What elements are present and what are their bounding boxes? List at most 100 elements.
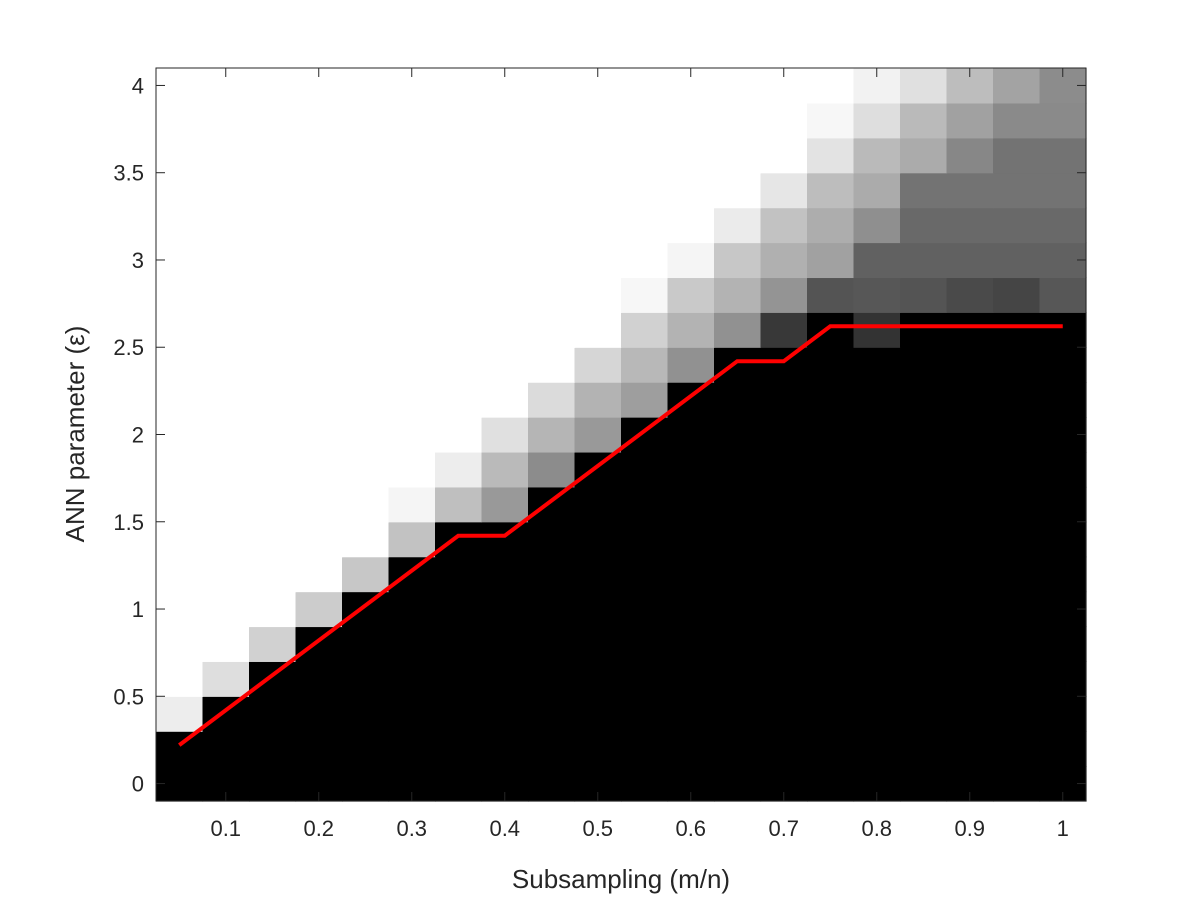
heatmap-cell [249, 521, 297, 558]
heatmap-cell [481, 486, 529, 523]
heatmap-cell [388, 661, 436, 697]
x-tick-label: 0.2 [303, 816, 334, 841]
heatmap-cell [993, 242, 1041, 279]
threshold-line [178, 324, 1063, 747]
heatmap-cell [295, 347, 343, 383]
heatmap-cell [760, 347, 808, 383]
heatmap-cell [481, 521, 529, 558]
heatmap-cell [621, 242, 669, 279]
heatmap-cell [388, 382, 436, 418]
heatmap-cell [295, 731, 343, 767]
heatmap-cell [667, 347, 715, 383]
heatmap-cell [807, 68, 855, 104]
heatmap-cell [667, 242, 715, 279]
heatmap-cell [714, 382, 762, 418]
heatmap-cell [621, 766, 669, 802]
heatmap-cell [342, 556, 390, 593]
x-tick-label: 0.3 [396, 816, 427, 841]
heatmap-cell [481, 277, 529, 313]
heatmap-cell [900, 382, 948, 418]
heatmap-cell [202, 347, 250, 383]
heatmap-cell [342, 277, 390, 313]
heatmap-cell [760, 172, 808, 209]
heatmap-cell [1039, 207, 1087, 244]
heatmap-cell [528, 486, 576, 523]
heatmap-cell [621, 626, 669, 662]
heatmap-cell [295, 137, 343, 174]
heatmap-cell [807, 766, 855, 802]
heatmap-cell [249, 591, 297, 628]
heatmap-cell [667, 661, 715, 697]
heatmap-cell [342, 382, 390, 418]
x-tick-label: 1 [1057, 816, 1069, 841]
heatmap-cell [435, 207, 483, 244]
heatmap-cell [156, 312, 204, 348]
heatmap-cell [342, 451, 390, 488]
heatmap-cell [388, 102, 436, 139]
heatmap-cell [714, 137, 762, 174]
heatmap-cell [946, 521, 994, 558]
heatmap-cell [249, 312, 297, 348]
heatmap-cell [807, 312, 855, 348]
heatmap-cell [667, 486, 715, 523]
heatmap-cell [202, 591, 250, 628]
heatmap-cell [295, 626, 343, 662]
heatmap-cell [621, 451, 669, 488]
heatmap-cell [574, 277, 622, 313]
heatmap-cell [807, 626, 855, 662]
heatmap-cell [342, 696, 390, 732]
heatmap-cell [667, 626, 715, 662]
heatmap-cell [853, 591, 901, 628]
heatmap-cell [946, 626, 994, 662]
heatmap-cell [760, 312, 808, 348]
heatmap-cell [388, 591, 436, 628]
heatmap-cell [528, 242, 576, 279]
heatmap-cell [202, 312, 250, 348]
heatmap-cell [853, 207, 901, 244]
heatmap-cell [621, 207, 669, 244]
heatmap-cell [295, 451, 343, 488]
y-tick-label: 2.5 [113, 335, 144, 360]
heatmap-cell [528, 626, 576, 662]
heatmap-cell [156, 521, 204, 558]
heatmap-cell [156, 277, 204, 313]
heatmap-cell [760, 486, 808, 523]
heatmap-cell [667, 137, 715, 174]
heatmap-cell [667, 207, 715, 244]
heatmap-cell [946, 242, 994, 279]
heatmap-cell [528, 312, 576, 348]
y-tick-label: 3.5 [113, 161, 144, 186]
heatmap-cell [295, 556, 343, 593]
heatmap-cell [481, 661, 529, 697]
heatmap-cell [900, 521, 948, 558]
heatmap-cell [807, 591, 855, 628]
heatmap-cell [667, 417, 715, 453]
heatmap-cell [202, 661, 250, 697]
x-tick-label: 0.8 [861, 816, 892, 841]
heatmap-cell [295, 696, 343, 732]
heatmap-cell [342, 242, 390, 279]
heatmap-cell [760, 417, 808, 453]
heatmap-cell [202, 521, 250, 558]
heatmap-cell [156, 347, 204, 383]
y-tick-label: 0 [132, 772, 144, 797]
heatmap-cell [760, 521, 808, 558]
heatmap-cell [249, 766, 297, 802]
heatmap-cell [481, 731, 529, 767]
heatmap-cell [435, 277, 483, 313]
heatmap-cell [574, 102, 622, 139]
heatmap-cell [342, 486, 390, 523]
heatmap-cell [481, 102, 529, 139]
heatmap-cell [435, 417, 483, 453]
heatmap-cell [900, 591, 948, 628]
heatmap-cell [249, 661, 297, 697]
heatmap-cell [435, 451, 483, 488]
heatmap-cell [900, 102, 948, 139]
heatmap-cell [528, 591, 576, 628]
heatmap-cell [621, 591, 669, 628]
x-axis: 0.1 0.2 0.3 0.4 0.5 0.6 0.7 0.8 0.9 1 [210, 68, 1069, 841]
heatmap-cell [760, 102, 808, 139]
x-axis-title: Subsampling (m/n) [512, 864, 730, 894]
heatmap-cell [249, 417, 297, 453]
heatmap-cell [946, 696, 994, 732]
